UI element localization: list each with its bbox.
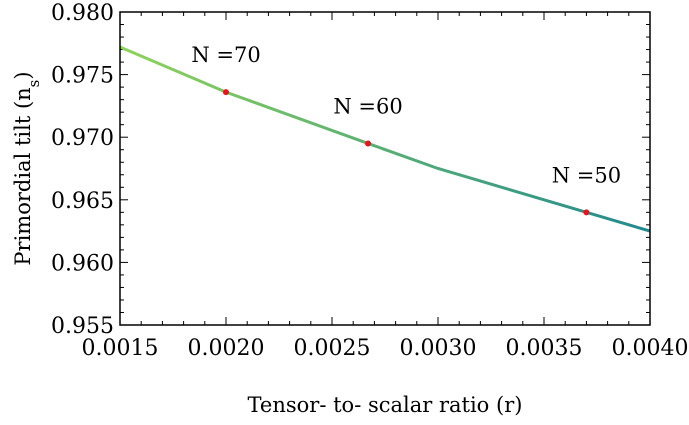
x-tick-label: 0.0035 <box>506 336 583 361</box>
marker-label: N =60 <box>333 94 402 118</box>
annotations: N =70 N =60 N =50 <box>191 43 621 187</box>
x-tick-label: 0.0020 <box>188 336 265 361</box>
x-tick-label: 0.0040 <box>612 336 689 361</box>
x-axis-title: Tensor- to- scalar ratio (r) <box>248 393 523 417</box>
y-tick-label: 0.970 <box>51 126 114 151</box>
y-tick-label: 0.960 <box>51 251 114 276</box>
marker-point <box>365 140 372 147</box>
x-tick-label: 0.0015 <box>82 336 159 361</box>
x-tick-label: 0.0030 <box>400 336 477 361</box>
tick-labels: 0.0015 0.0020 0.0025 0.0030 0.0035 0.0040 0.95… <box>51 1 688 361</box>
y-tick-label: 0.980 <box>51 1 114 26</box>
x-tick-label: 0.0025 <box>294 336 371 361</box>
marker-point <box>223 89 229 96</box>
marker-label: N =70 <box>191 43 260 67</box>
plot-frame <box>119 11 651 326</box>
marker-point <box>583 209 590 216</box>
marker-label: N =50 <box>552 163 621 187</box>
y-tick-label: 0.965 <box>51 189 114 214</box>
markers <box>223 89 590 216</box>
y-axis-title: Primordial tilt (ns) <box>11 71 43 265</box>
y-tick-label: 0.975 <box>51 64 114 89</box>
y-tick-label: 0.955 <box>51 314 114 339</box>
series-line <box>119 45 651 233</box>
